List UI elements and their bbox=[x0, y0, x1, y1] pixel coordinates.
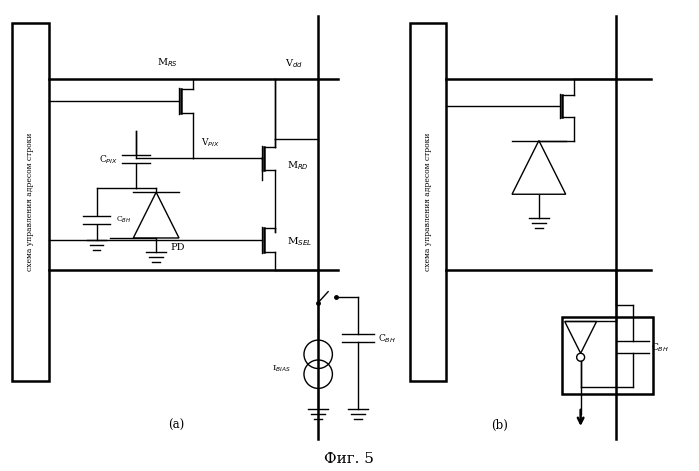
Text: I$_{BIAS}$: I$_{BIAS}$ bbox=[272, 364, 290, 374]
Text: M$_{RD}$: M$_{RD}$ bbox=[287, 159, 309, 172]
Text: M$_{RS}$: M$_{RS}$ bbox=[157, 57, 178, 69]
Text: PD: PD bbox=[170, 244, 185, 252]
Text: (a): (a) bbox=[168, 419, 184, 432]
Text: C$_{BH}$: C$_{BH}$ bbox=[116, 215, 132, 225]
Bar bbox=[12, 23, 49, 381]
Text: C$_{BH}$: C$_{BH}$ bbox=[651, 341, 669, 354]
Text: C$_{PIX}$: C$_{PIX}$ bbox=[99, 153, 118, 166]
Text: Фиг. 5: Фиг. 5 bbox=[324, 452, 374, 466]
Text: (b): (b) bbox=[491, 419, 507, 432]
Text: C$_{BH}$: C$_{BH}$ bbox=[378, 332, 396, 345]
Text: V$_{dd}$: V$_{dd}$ bbox=[285, 57, 303, 71]
Text: схема управления адресом строки: схема управления адресом строки bbox=[424, 133, 431, 271]
Text: V$_{PIX}$: V$_{PIX}$ bbox=[201, 136, 220, 148]
Text: M$_{SEL}$: M$_{SEL}$ bbox=[287, 236, 313, 248]
Bar bbox=[410, 23, 447, 381]
Bar bbox=[562, 317, 653, 394]
Text: схема управления адресом строки: схема управления адресом строки bbox=[26, 133, 34, 271]
